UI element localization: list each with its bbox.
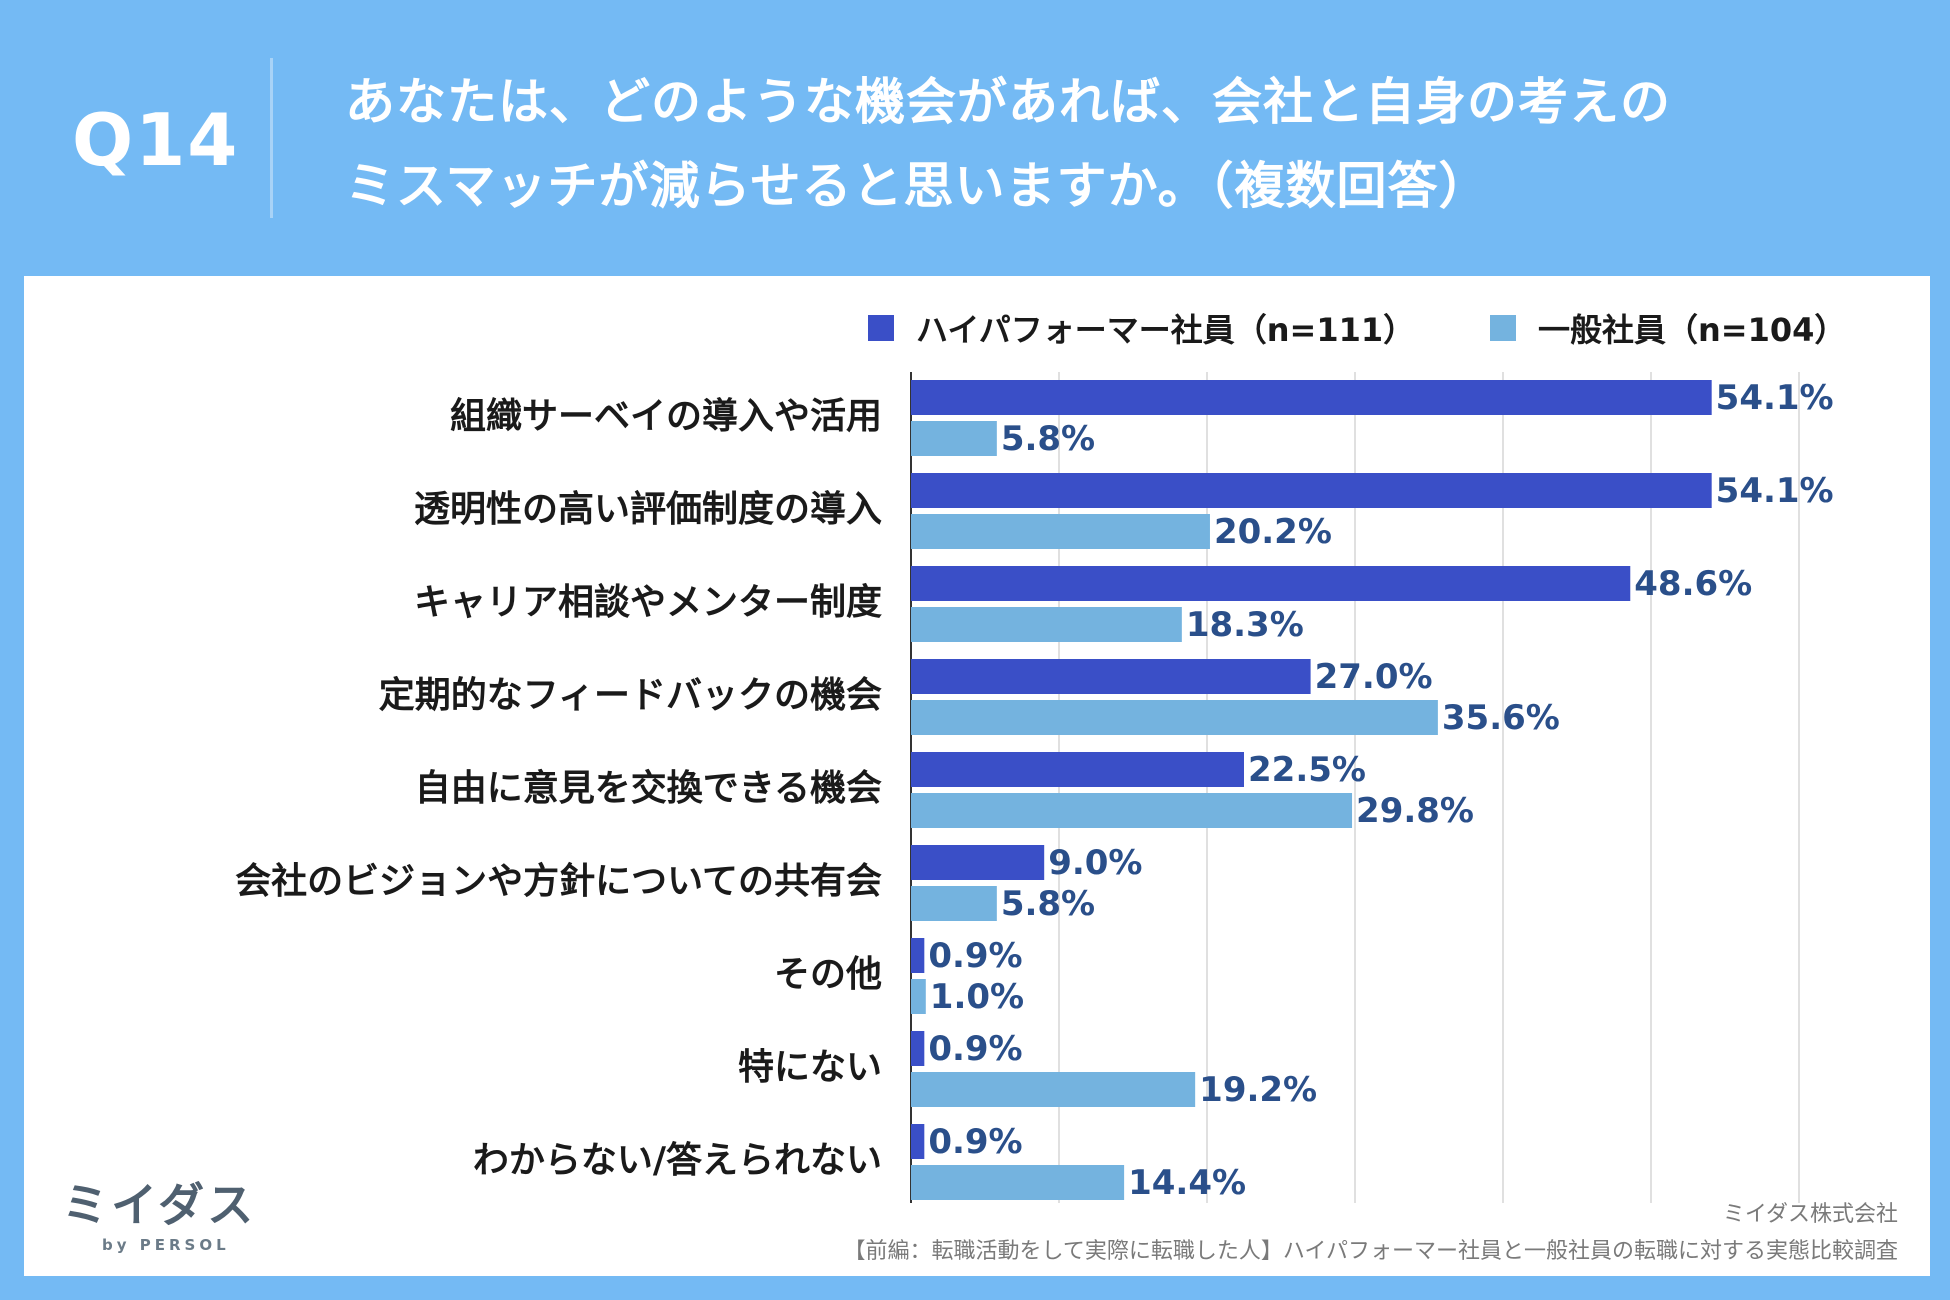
- bar-high-performer: [911, 845, 1045, 880]
- category-label: 自由に意見を交換できる機会: [415, 767, 882, 809]
- data-label: 5.8%: [1001, 419, 1095, 459]
- bar-high-performer: [911, 752, 1244, 787]
- category-label: わからない/答えられない: [473, 1140, 882, 1181]
- data-label: 0.9%: [928, 1029, 1022, 1069]
- data-label: 18.3%: [1186, 605, 1304, 645]
- category-label: キャリア相談やメンター制度: [414, 582, 882, 623]
- legend-item-high-performer: ハイパフォーマー社員（n=111）: [868, 305, 1415, 351]
- bar-general: [911, 700, 1438, 735]
- bar-general: [911, 1165, 1125, 1200]
- data-label: 27.0%: [1315, 657, 1433, 697]
- category-label: 定期的なフィードバックの機会: [379, 675, 882, 716]
- data-label: 14.4%: [1128, 1163, 1246, 1203]
- question-title-line-1: あなたは、どのような機会があれば、会社と自身の考えの: [345, 73, 1671, 131]
- logo-subtext: by PERSOL: [102, 1236, 230, 1254]
- bar-general: [911, 421, 997, 456]
- data-label: 20.2%: [1214, 512, 1332, 552]
- data-label: 54.1%: [1716, 471, 1834, 511]
- bar-general: [911, 514, 1210, 549]
- header-divider: [270, 58, 273, 218]
- category-label: 会社のビジョンや方針についての共有会: [235, 861, 882, 902]
- bar-general: [911, 1072, 1196, 1107]
- survey-credit: 【前編：転職活動をして実際に転職した人】ハイパフォーマー社員と一般社員の転職に対…: [843, 1239, 1898, 1264]
- question-title-line-2: ミスマッチが減らせると思いますか。（複数回答）: [345, 157, 1490, 215]
- data-label: 19.2%: [1199, 1070, 1317, 1110]
- legend-item-general: 一般社員（n=104）: [1490, 305, 1846, 351]
- company-credit: ミイダス株式会社: [1722, 1202, 1898, 1227]
- data-label: 0.9%: [928, 936, 1022, 976]
- bar-high-performer: [911, 938, 925, 973]
- header: Q14 あなたは、どのような機会があれば、会社と自身の考えの ミスマッチが減らせ…: [0, 0, 1950, 272]
- legend-swatch-general: [1490, 315, 1516, 341]
- bar-general: [911, 886, 997, 921]
- category-label: 特にない: [738, 1047, 882, 1088]
- bar-general: [911, 979, 926, 1014]
- miidas-logo: ミイダス by PERSOL: [62, 1182, 256, 1254]
- category-label: 透明性の高い評価制度の導入: [414, 489, 882, 530]
- data-label: 48.6%: [1634, 564, 1752, 604]
- bar-high-performer: [911, 1124, 925, 1159]
- data-label: 9.0%: [1048, 843, 1142, 883]
- bar-general: [911, 607, 1182, 642]
- bar-high-performer: [911, 473, 1712, 508]
- data-label: 1.0%: [930, 977, 1024, 1017]
- bar-high-performer: [911, 1031, 925, 1066]
- category-label: その他: [774, 954, 882, 995]
- data-label: 5.8%: [1001, 884, 1095, 924]
- question-number: Q14: [72, 98, 240, 182]
- legend-label-general: 一般社員（n=104）: [1538, 311, 1847, 349]
- data-label: 29.8%: [1356, 791, 1474, 831]
- bar-general: [911, 793, 1353, 828]
- data-label: 0.9%: [928, 1122, 1022, 1162]
- data-label: 22.5%: [1248, 750, 1366, 790]
- legend-swatch-high-performer: [868, 315, 894, 341]
- data-label: 35.6%: [1442, 698, 1560, 738]
- category-label: 組織サーベイの導入や活用: [450, 396, 882, 437]
- data-label: 54.1%: [1716, 378, 1834, 418]
- legend-label-high-performer: ハイパフォーマー社員（n=111）: [916, 311, 1416, 349]
- logo-text: ミイダス: [62, 1178, 257, 1232]
- bar-high-performer: [911, 659, 1311, 694]
- bar-high-performer: [911, 380, 1712, 415]
- bar-high-performer: [911, 566, 1631, 601]
